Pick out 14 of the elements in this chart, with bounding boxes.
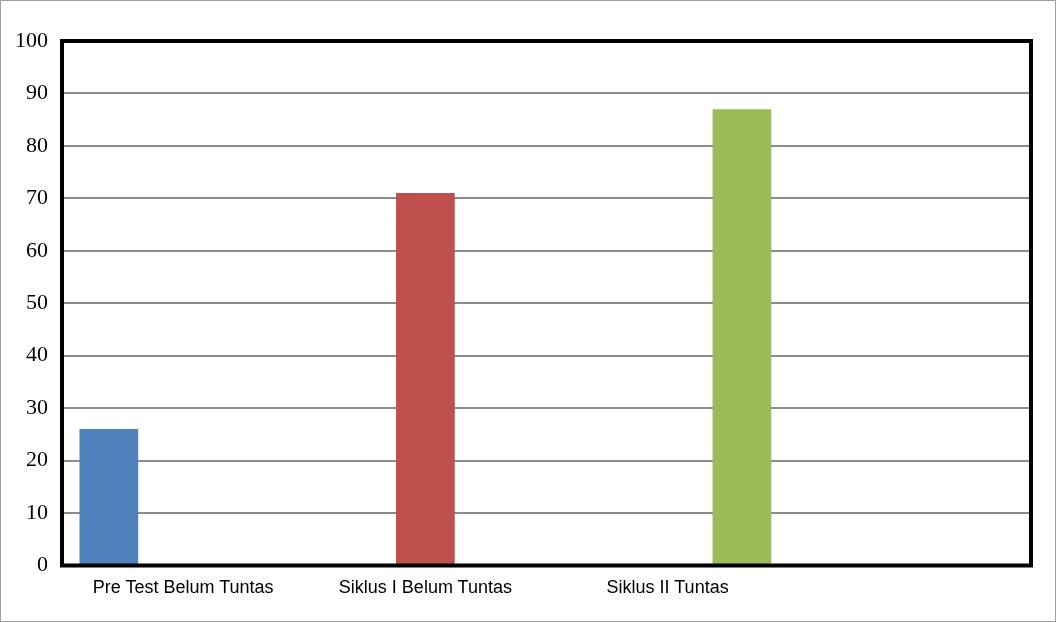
y-tick-label: 30: [26, 393, 48, 419]
x-tick-label: Siklus II Tuntas: [606, 577, 729, 598]
y-tick-label: 100: [15, 26, 48, 52]
y-tick-label: 50: [26, 288, 48, 314]
y-tick-label: 10: [26, 498, 48, 524]
y-tick-label: 70: [26, 184, 48, 210]
x-tick-label: Siklus I Belum Tuntas: [338, 577, 512, 598]
y-tick-label: 80: [26, 131, 48, 157]
y-tick-label: 40: [26, 341, 48, 367]
y-tick-label: 0: [37, 551, 48, 577]
x-tick-label: Pre Test Belum Tuntas: [92, 577, 274, 598]
y-tick-label: 20: [26, 446, 48, 472]
y-tick-label: 90: [26, 79, 48, 105]
y-tick-label: 60: [26, 236, 48, 262]
